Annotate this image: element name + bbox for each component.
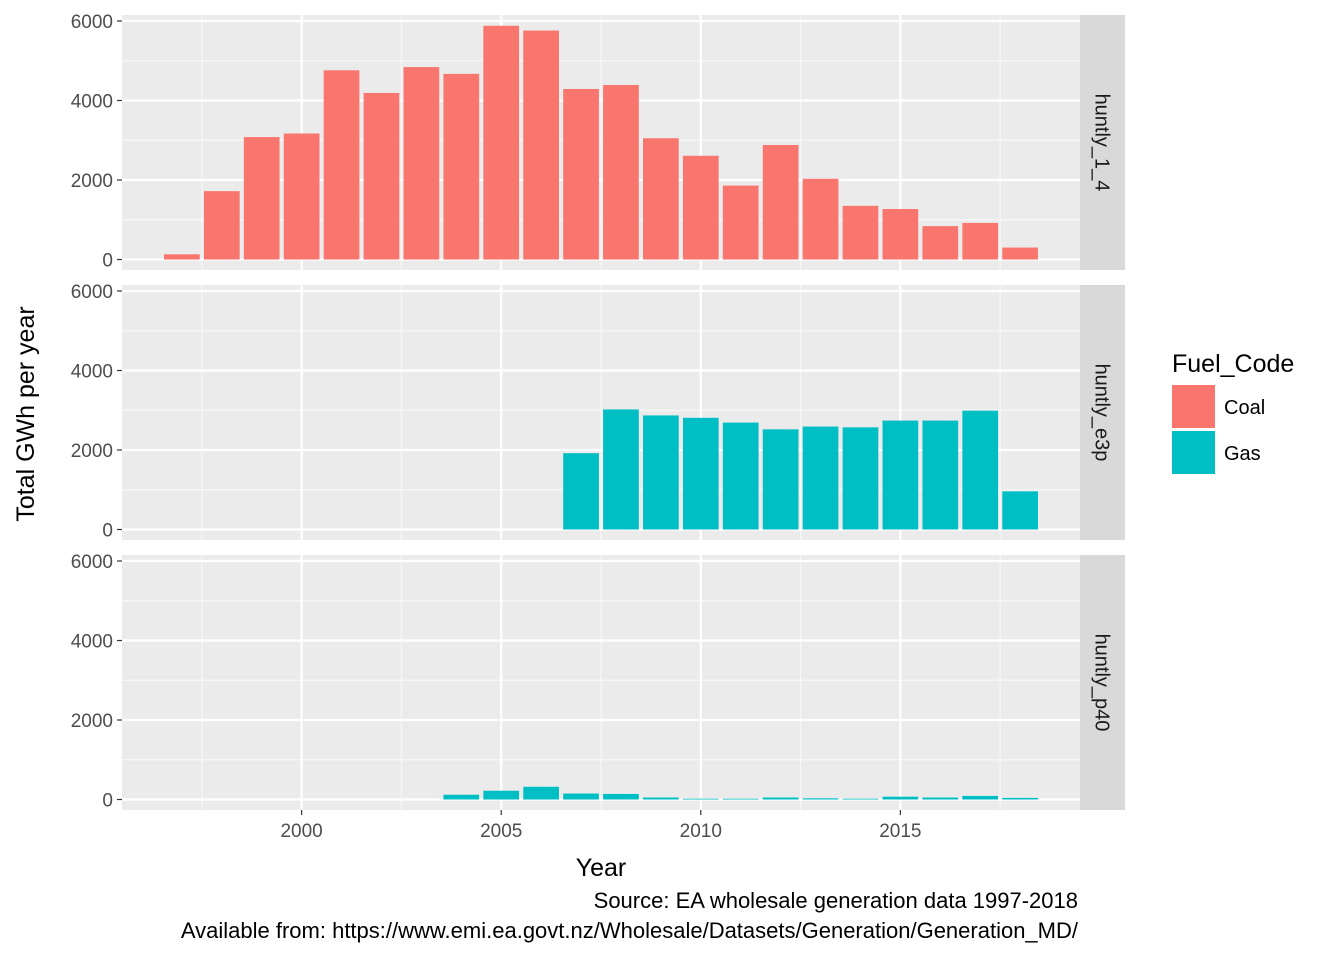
bar-huntly_p40-2005	[483, 790, 520, 800]
bar-huntly_p40-2010	[682, 798, 719, 800]
bar-huntly_p40-2017	[962, 795, 999, 800]
bar-huntly_1_4-2006	[523, 30, 559, 260]
legend: Fuel_Code Coal Gas	[1172, 350, 1294, 474]
bar-huntly_1_4-2013	[802, 178, 839, 260]
bar-huntly_p40-2004	[443, 794, 480, 800]
bar-huntly_1_4-2007	[563, 88, 599, 260]
bar-huntly_p40-2009	[643, 797, 679, 800]
panel-huntly_1_4: 0 2000 4000 6000 huntly_1_4	[71, 12, 1125, 272]
facet-strip-label: huntly_1_4	[1091, 94, 1113, 192]
facet-strip-label: huntly_e3p	[1091, 364, 1113, 462]
legend-title: Fuel_Code	[1172, 350, 1294, 378]
facet-strip	[1080, 285, 1125, 540]
facet-strip	[1080, 15, 1125, 270]
panel-huntly_e3p: 0 2000 4000 6000 huntly_e3p	[71, 282, 1125, 542]
bar-huntly_e3p-2018	[1002, 491, 1038, 530]
bar-huntly_e3p-2014	[842, 427, 879, 530]
bar-huntly_1_4-2001	[323, 70, 360, 260]
bar-huntly_e3p-2017	[962, 410, 999, 530]
x-axis-title: Year	[576, 854, 627, 882]
bar-huntly_1_4-2014	[842, 205, 879, 260]
y-tick-label: 4000	[71, 92, 113, 113]
panel-huntly_p40: 0 2000 4000 6000 huntly_p40	[71, 552, 1125, 812]
bar-huntly_1_4-2008	[603, 84, 639, 260]
bar-huntly_1_4-1999	[243, 137, 280, 260]
bar-huntly_1_4-2016	[922, 226, 959, 260]
bar-huntly_p40-2006	[523, 786, 559, 800]
legend-label-coal: Coal	[1224, 397, 1265, 419]
bar-huntly_1_4-2015	[882, 209, 919, 260]
y-tick-label: 0	[102, 521, 113, 542]
bar-huntly_e3p-2015	[882, 420, 919, 530]
y-tick-label: 6000	[71, 282, 113, 303]
bar-huntly_p40-2007	[563, 793, 599, 800]
bar-huntly_p40-2012	[762, 797, 799, 800]
x-tick-label: 2005	[480, 821, 522, 842]
bar-huntly_e3p-2012	[762, 429, 799, 530]
bar-huntly_1_4-2000	[283, 133, 320, 260]
x-tick-label: 2000	[280, 821, 322, 842]
y-tick-label: 4000	[71, 362, 113, 383]
bar-huntly_p40-2008	[603, 793, 639, 800]
bar-huntly_p40-2013	[802, 798, 839, 800]
bar-huntly_1_4-2003	[403, 67, 440, 260]
bar-huntly_1_4-2002	[363, 92, 400, 260]
bar-huntly_1_4-2010	[682, 155, 719, 260]
bar-huntly_e3p-2009	[643, 415, 679, 530]
bar-huntly_e3p-2010	[682, 417, 719, 530]
y-tick-label: 2000	[71, 441, 113, 462]
bar-huntly_1_4-2011	[722, 185, 759, 260]
x-tick-label: 2010	[680, 821, 722, 842]
legend-key-gas	[1172, 431, 1215, 474]
bar-huntly_e3p-2016	[922, 420, 959, 530]
x-axis: 2000 2005 2010 2015	[280, 810, 922, 842]
bar-huntly_1_4-2012	[762, 145, 799, 260]
caption-available-from: Available from: https://www.emi.ea.govt.…	[181, 918, 1079, 943]
y-tick-label: 2000	[71, 171, 113, 192]
y-tick-label: 6000	[71, 12, 113, 33]
x-tick-label: 2015	[879, 821, 921, 842]
bar-huntly_e3p-2007	[563, 453, 599, 530]
y-tick-label: 6000	[71, 552, 113, 573]
legend-label-gas: Gas	[1224, 443, 1261, 465]
bar-huntly_1_4-2017	[962, 222, 999, 260]
bar-huntly_1_4-1998	[203, 191, 240, 260]
bar-huntly_p40-2014	[842, 798, 879, 800]
y-tick-label: 0	[102, 251, 113, 272]
bar-huntly_e3p-2011	[722, 422, 759, 530]
bar-huntly_1_4-2005	[483, 25, 520, 260]
bar-huntly_1_4-2018	[1002, 247, 1038, 260]
legend-key-coal	[1172, 385, 1215, 428]
facet-strip	[1080, 555, 1125, 810]
bar-huntly_e3p-2008	[603, 409, 639, 530]
y-tick-label: 0	[102, 791, 113, 812]
y-tick-label: 4000	[71, 632, 113, 653]
y-axis-title: Total GWh per year	[12, 306, 40, 521]
facet-strip-label: huntly_p40	[1091, 634, 1113, 732]
bar-huntly_p40-2016	[922, 797, 959, 800]
bar-huntly_e3p-2013	[802, 426, 839, 530]
bar-huntly_p40-2015	[882, 796, 919, 800]
y-tick-label: 2000	[71, 711, 113, 732]
facet-panels: 0 2000 4000 6000 huntly_1_4 0 2000 4000 6000 hunt…	[71, 12, 1125, 812]
bar-huntly_1_4-1997	[164, 254, 200, 260]
bar-huntly_p40-2018	[1002, 797, 1038, 800]
bar-huntly_1_4-2009	[643, 138, 679, 260]
bar-huntly_p40-2011	[722, 798, 759, 800]
caption-source: Source: EA wholesale generation data 199…	[594, 888, 1078, 913]
bar-huntly_1_4-2004	[443, 73, 480, 260]
